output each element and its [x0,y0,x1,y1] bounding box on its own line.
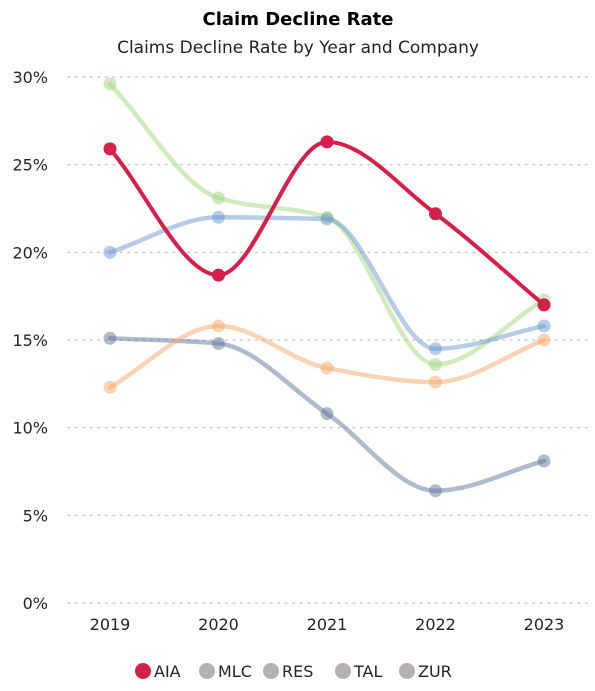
data-point-res-2019[interactable] [103,380,117,394]
legend-label: AIA [154,662,181,681]
series-line-res [107,323,547,390]
legend-item-mlc[interactable]: MLC [199,662,252,681]
x-axis: 2019 2020 2021 2022 2023 [90,615,565,634]
chart-subtitle: Claims Decline Rate by Year and Company [117,38,479,58]
data-point-mlc-2023[interactable] [537,454,551,468]
data-point-zur-2019[interactable] [103,245,117,259]
legend[interactable]: AIA MLC RES TAL ZUR [135,662,452,681]
series-line-zur [107,215,547,352]
legend-marker [335,663,351,679]
x-tick-label: 2022 [415,615,456,634]
data-point-aia-2019[interactable] [103,142,117,156]
data-point-zur-2022[interactable] [429,342,442,356]
legend-item-aia[interactable]: AIA [135,662,181,681]
data-point-mlc-2020[interactable] [212,337,225,351]
y-tick-label: 20% [12,243,48,262]
series-res[interactable] [103,319,551,394]
data-point-aia-2022[interactable] [429,207,442,221]
data-point-tal-2020[interactable] [212,191,225,205]
data-point-zur-2023[interactable] [537,319,551,333]
data-point-res-2023[interactable] [537,333,551,347]
series-zur[interactable] [103,210,551,356]
legend-marker [135,663,151,679]
legend-item-res[interactable]: RES [263,662,313,681]
legend-label: RES [282,662,313,681]
chart-title: Claim Decline Rate [203,9,394,30]
data-point-zur-2021[interactable] [320,212,334,226]
grid-layer [67,76,593,604]
data-point-mlc-2021[interactable] [320,407,334,421]
series-mlc[interactable] [103,331,551,498]
data-point-res-2020[interactable] [212,319,225,333]
x-tick-label: 2021 [307,615,348,634]
legend-marker [199,663,215,679]
legend-label: ZUR [418,662,452,681]
data-point-res-2021[interactable] [320,361,334,375]
y-tick-label: 10% [12,419,48,438]
y-tick-label: 5% [23,506,48,525]
y-tick-label: 30% [12,68,48,87]
data-point-zur-2020[interactable] [212,210,225,224]
data-point-aia-2021[interactable] [320,135,334,149]
y-axis: 0% 5% 10% 15% 20% 25% 30% [12,68,48,613]
data-point-mlc-2022[interactable] [429,484,442,498]
y-tick-label: 15% [12,331,48,350]
series-aia[interactable] [103,135,551,312]
y-tick-label: 25% [12,156,48,175]
x-tick-label: 2023 [524,615,565,634]
data-point-tal-2022[interactable] [429,358,442,372]
legend-marker [263,663,279,679]
series-line-aia [108,139,546,307]
y-tick-label: 0% [23,594,48,613]
x-tick-label: 2019 [90,615,131,634]
data-point-tal-2019[interactable] [103,77,117,91]
data-point-res-2022[interactable] [429,375,442,389]
legend-item-tal[interactable]: TAL [335,662,382,681]
legend-label: TAL [353,662,382,681]
x-tick-label: 2020 [198,615,239,634]
data-point-aia-2023[interactable] [537,298,551,312]
legend-marker [399,663,415,679]
data-point-aia-2020[interactable] [212,268,225,282]
data-point-mlc-2019[interactable] [103,331,117,345]
legend-item-zur[interactable]: ZUR [399,662,452,681]
legend-label: MLC [218,662,252,681]
series-layer [103,77,551,498]
